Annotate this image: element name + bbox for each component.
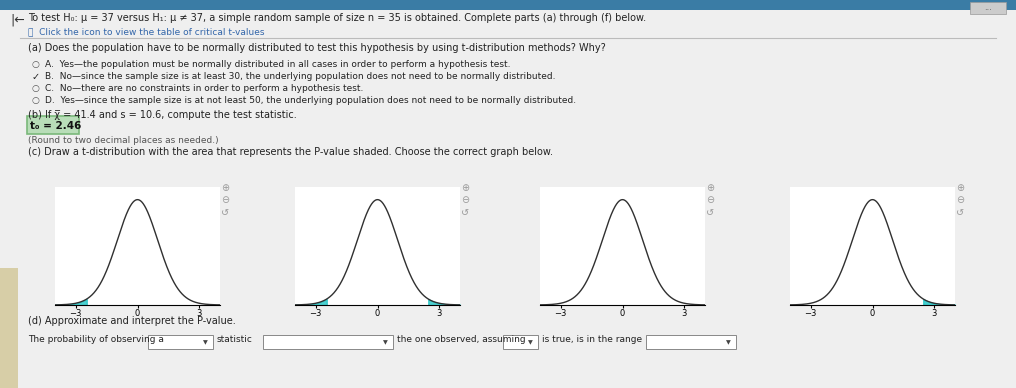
- Text: ○ C.: ○ C.: [539, 221, 560, 230]
- Text: ○: ○: [31, 60, 40, 69]
- Bar: [0, 0, 1016, 10]
- Text: C.  No—there are no constraints in order to perform a hypothesis test.: C. No—there are no constraints in order …: [45, 84, 364, 93]
- Text: t₀ = 2.46: t₀ = 2.46: [30, 121, 81, 131]
- Text: ⊖: ⊖: [220, 195, 229, 205]
- Text: ○ A.: ○ A.: [55, 221, 74, 230]
- Text: (c) Draw a t-distribution with the area that represents the P-value shaded. Choo: (c) Draw a t-distribution with the area …: [28, 147, 553, 157]
- Text: ▼: ▼: [203, 341, 208, 345]
- Text: ↺: ↺: [220, 208, 229, 218]
- Text: (d) Approximate and interpret the P-value.: (d) Approximate and interpret the P-valu…: [28, 316, 236, 326]
- Bar: [263, 335, 393, 349]
- Text: ⊕: ⊕: [220, 183, 229, 193]
- Text: ⊖: ⊖: [706, 195, 714, 205]
- Text: is true, is in the range: is true, is in the range: [542, 335, 642, 344]
- Text: ⊖: ⊖: [956, 195, 964, 205]
- Text: ○: ○: [31, 96, 40, 105]
- Bar: [148, 335, 213, 349]
- Text: The probability of observing a: The probability of observing a: [28, 335, 164, 344]
- Text: statistic: statistic: [217, 335, 253, 344]
- Text: ...: ...: [985, 3, 992, 12]
- Bar: [0, 268, 18, 388]
- Text: |←: |←: [10, 14, 24, 27]
- Bar: [503, 335, 538, 349]
- Text: ⌹  Click the icon to view the table of critical t-values: ⌹ Click the icon to view the table of cr…: [28, 27, 264, 36]
- Text: ↺: ↺: [461, 208, 469, 218]
- Text: ✓: ✓: [31, 72, 40, 82]
- Text: D.  Yes—since the sample size is at not least 50, the underlying population does: D. Yes—since the sample size is at not l…: [45, 96, 576, 105]
- Text: ⊕: ⊕: [461, 183, 469, 193]
- FancyBboxPatch shape: [27, 116, 79, 134]
- Text: ✓ B.: ✓ B.: [295, 221, 316, 230]
- Text: (b) If χ̅ = 41.4 and s = 10.6, compute the test statistic.: (b) If χ̅ = 41.4 and s = 10.6, compute t…: [28, 110, 297, 120]
- Text: (a) Does the population have to be normally distributed to test this hypothesis : (a) Does the population have to be norma…: [28, 43, 606, 53]
- Text: the one observed, assuming: the one observed, assuming: [397, 335, 525, 344]
- Bar: [970, 2, 1006, 14]
- Text: (Round to two decimal places as needed.): (Round to two decimal places as needed.): [28, 136, 218, 145]
- Text: ↺: ↺: [706, 208, 714, 218]
- Text: ⊕: ⊕: [706, 183, 714, 193]
- Text: ▼: ▼: [528, 341, 533, 345]
- Text: A.  Yes—the population must be normally distributed in all cases in order to per: A. Yes—the population must be normally d…: [45, 60, 510, 69]
- Text: ○: ○: [31, 84, 40, 93]
- Bar: [646, 335, 736, 349]
- Text: ▼: ▼: [383, 341, 388, 345]
- Text: ○ D.: ○ D.: [790, 221, 811, 230]
- Text: To test H₀: μ = 37 versus H₁: μ ≠ 37, a simple random sample of size n = 35 is o: To test H₀: μ = 37 versus H₁: μ ≠ 37, a …: [28, 13, 646, 23]
- Text: ⊕: ⊕: [956, 183, 964, 193]
- Text: ⊖: ⊖: [461, 195, 469, 205]
- Text: B.  No—since the sample size is at least 30, the underlying population does not : B. No—since the sample size is at least …: [45, 72, 556, 81]
- Text: ▼: ▼: [726, 341, 731, 345]
- Text: ↺: ↺: [956, 208, 964, 218]
